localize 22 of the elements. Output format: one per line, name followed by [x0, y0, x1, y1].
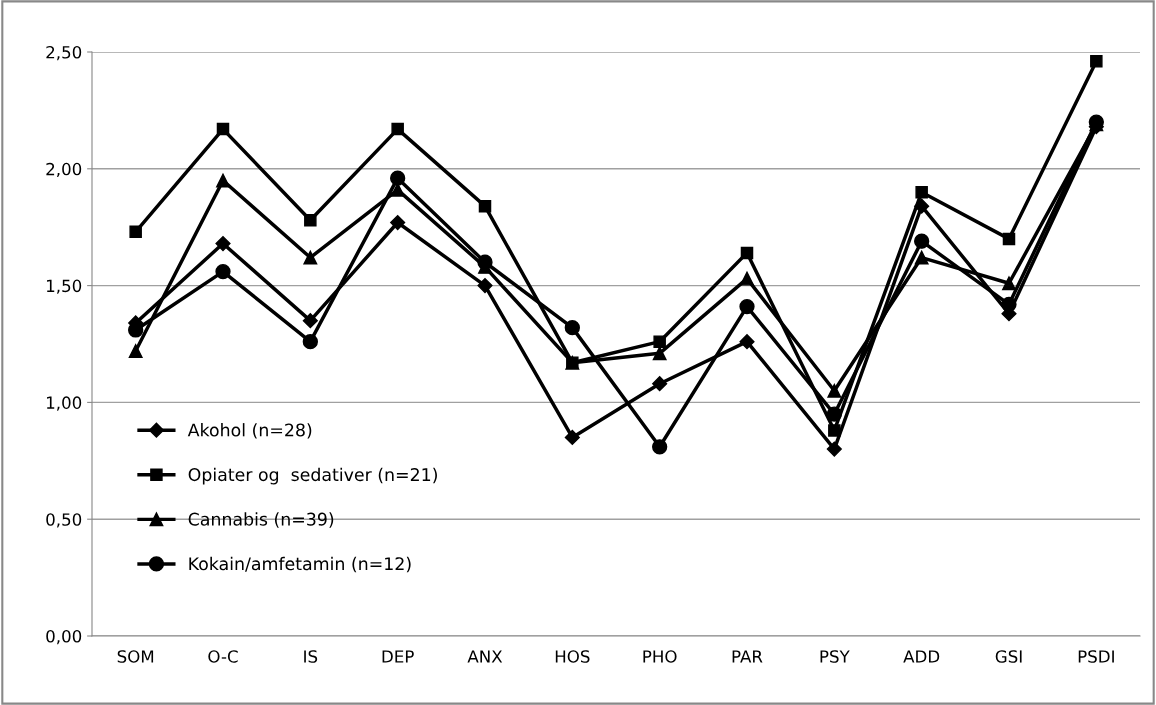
x-tick-label: IS: [304, 650, 318, 663]
x-tick-label: SOM: [117, 650, 154, 663]
legend-label: Akohol (n=28): [187, 423, 312, 439]
x-tick-label: ANX: [467, 650, 503, 663]
x-tick-label: DEP: [382, 650, 414, 663]
legend-label: Cannabis (n=39): [188, 512, 334, 528]
x-tick-label: GSI: [995, 650, 1022, 663]
x-tick-label: PAR: [732, 650, 763, 663]
y-tick-label: 0,50: [46, 513, 82, 528]
x-tick-label: PSDI: [1078, 650, 1114, 663]
x-tick-label: ADD: [903, 650, 940, 663]
x-tick-label: O-C: [208, 650, 238, 663]
x-tick-label: HOS: [555, 650, 590, 663]
legend-label: Opiater og sedativer (n=21): [188, 467, 437, 485]
y-tick-label: 2,00: [46, 162, 82, 178]
y-tick-label: 1,50: [47, 279, 82, 294]
legend-label: Kokain/amfetamin (n=12): [189, 556, 411, 573]
y-tick-label: 0,00: [46, 629, 82, 645]
y-tick-label: 2,50: [46, 45, 82, 61]
y-tick-label: 1,00: [47, 396, 82, 411]
x-tick-label: PSY: [820, 650, 850, 663]
x-tick-label: PHO: [643, 650, 677, 663]
